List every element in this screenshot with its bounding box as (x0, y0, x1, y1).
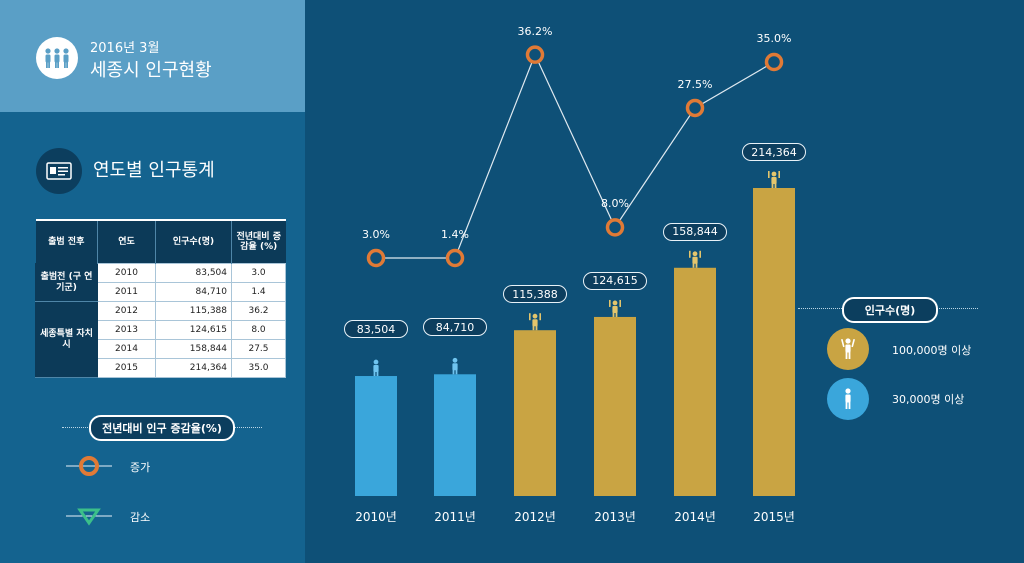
group-cell: 세종특별 자치시 (35, 301, 98, 378)
year-label: 2015년 (753, 510, 795, 524)
rate-value-label: 1.4% (441, 228, 469, 241)
population-bar (355, 376, 397, 496)
large-population-label: 100,000명 이상 (892, 344, 972, 357)
decrease-marker-icon (77, 508, 101, 526)
rate-marker (445, 248, 465, 268)
header-date: 2016년 3월 (90, 41, 160, 56)
population-value-label: 83,504 (344, 320, 408, 339)
sidebar: 2016년 3월 세종시 인구현황 연도별 인구통계 출범 전후 연도 인구수(… (0, 0, 305, 563)
group-cell: 출범전 (구 연기군) (35, 263, 98, 302)
table-header-cell: 연도 (97, 219, 156, 264)
population-cell: 214,364 (155, 358, 232, 378)
population-legend-icons (827, 328, 869, 420)
population-value-label: 115,388 (503, 285, 567, 304)
rate-value-label: 35.0% (756, 32, 792, 45)
population-value-label: 84,710 (423, 318, 487, 337)
person-icon (529, 313, 541, 331)
rate-cell: 3.0 (231, 263, 286, 283)
table-header-row: 출범 전후 연도 인구수(명) 전년대비 증감율 (%) (35, 219, 286, 264)
rate-cell: 36.2 (231, 301, 286, 321)
population-value-label: 158,844 (663, 222, 727, 241)
population-bar (434, 374, 476, 496)
year-label: 2010년 (355, 510, 397, 524)
population-bar (753, 188, 795, 496)
rate-line (376, 53, 775, 259)
rate-marker (525, 45, 545, 64)
rate-value-label: 3.0% (362, 228, 390, 241)
year-label: 2014년 (674, 510, 716, 524)
person-icon (768, 171, 780, 188)
section-title: 연도별 인구통계 (93, 160, 215, 181)
rate-legend-icons (66, 456, 112, 526)
header-band: 2016년 3월 세종시 인구현황 (0, 0, 305, 112)
year-label: 2012년 (514, 510, 556, 524)
person-icon (609, 299, 621, 317)
table-header-cell: 출범 전후 (35, 219, 98, 264)
people-icon (36, 37, 78, 79)
table-row: 2015 214,364 35.0 (36, 358, 286, 378)
increase-marker-icon (79, 456, 99, 476)
population-cell: 115,388 (155, 301, 232, 321)
id-card-icon (36, 148, 82, 194)
population-table: 출범 전후 연도 인구수(명) 전년대비 증감율 (%) 출범전 (구 연기군)… (35, 219, 286, 378)
table-header-cell: 인구수(명) (155, 219, 232, 264)
population-value-label: 214,364 (742, 143, 806, 161)
person-icon (452, 357, 458, 375)
rate-marker (764, 52, 784, 72)
rate-marker (366, 248, 386, 268)
table-row: 2011 84,710 1.4 (36, 282, 286, 302)
person-icon (373, 359, 379, 377)
year-cell: 2015 (97, 358, 156, 378)
population-bar (674, 267, 716, 496)
year-cell: 2011 (97, 282, 156, 302)
small-population-label: 30,000명 이상 (892, 393, 965, 406)
table-row: 2014 158,844 27.5 (36, 339, 286, 359)
page-title: 세종시 인구현황 (90, 60, 212, 81)
rate-cell: 27.5 (231, 339, 286, 359)
increase-label: 증가 (130, 461, 151, 474)
population-cell: 124,615 (155, 320, 232, 340)
population-bar (514, 330, 556, 496)
decrease-label: 감소 (130, 511, 151, 524)
year-label: 2011년 (434, 510, 476, 524)
table-header-cell: 전년대비 증감율 (%) (231, 219, 286, 264)
table-row: 세종특별 자치시 2012 115,388 36.2 (35, 301, 286, 378)
rate-cell: 35.0 (231, 358, 286, 378)
person-icon (689, 250, 701, 268)
population-cell: 158,844 (155, 339, 232, 359)
rate-value-label: 36.2% (517, 24, 553, 38)
rate-legend-title: 전년대비 인구 증감율(%) (89, 415, 235, 441)
population-bar (594, 316, 636, 496)
rate-marker (605, 218, 625, 237)
rate-value-label: 27.5% (677, 77, 713, 91)
population-value-label: 124,615 (583, 271, 647, 290)
rate-value-label: 8.0% (601, 197, 629, 211)
population-legend-title: 인구수(명) (842, 297, 938, 323)
year-label: 2013년 (594, 510, 636, 524)
rate-marker (685, 98, 705, 118)
rate-cell: 8.0 (231, 320, 286, 340)
population-cell: 83,504 (155, 263, 232, 283)
rate-cell: 1.4 (231, 282, 286, 302)
population-cell: 84,710 (155, 282, 232, 302)
